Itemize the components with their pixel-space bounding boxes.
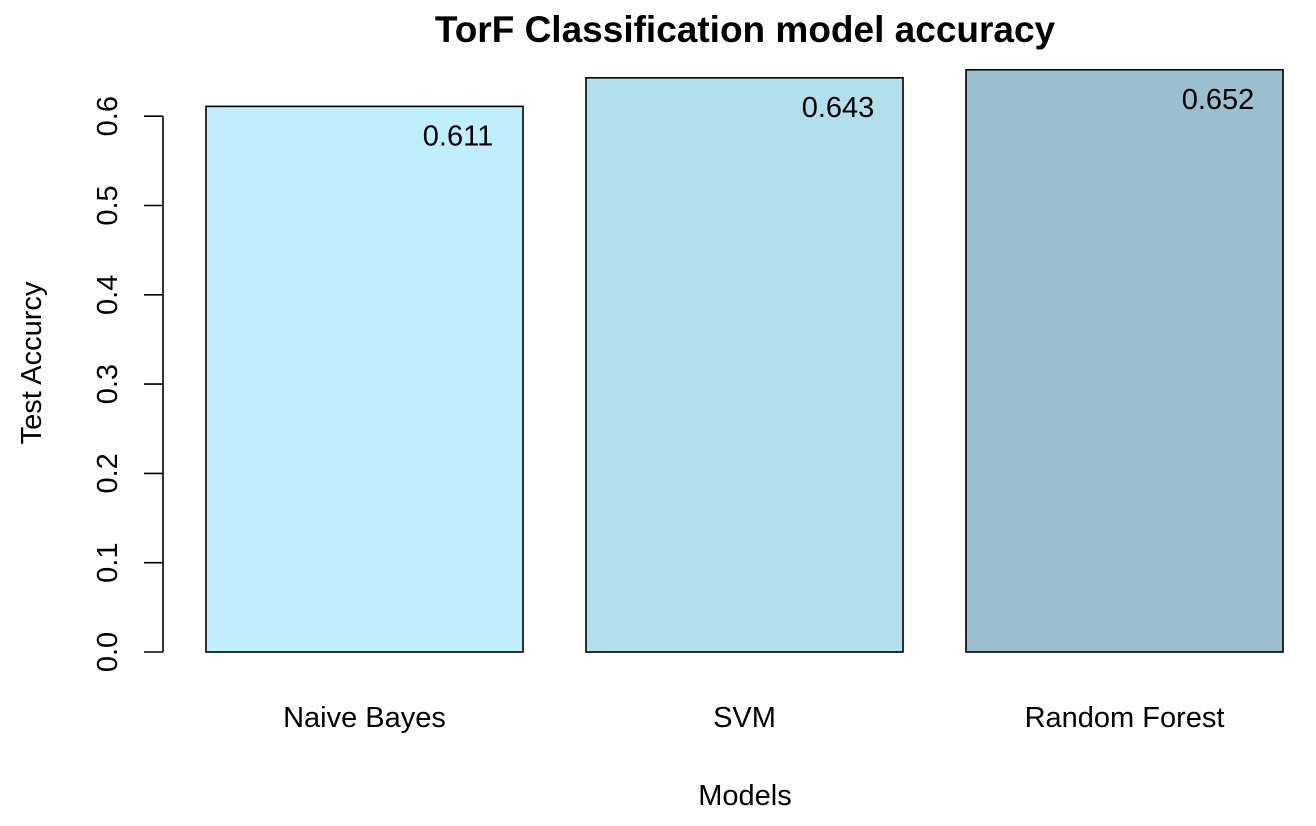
x-tick-label-svm: SVM bbox=[713, 702, 776, 734]
y-tick-label: 0.6 bbox=[92, 96, 124, 136]
y-tick-label: 0.0 bbox=[92, 632, 124, 672]
value-label-naive-bayes: 0.611 bbox=[423, 120, 493, 152]
value-label-random-forest: 0.652 bbox=[1182, 84, 1255, 116]
y-axis-title: Test Accurcy bbox=[16, 281, 48, 444]
x-tick-label-random-forest: Random Forest bbox=[1025, 702, 1225, 734]
y-tick-label: 0.5 bbox=[92, 185, 124, 225]
chart-title: TorF Classification model accuracy bbox=[435, 9, 1056, 50]
y-axis: 0.0 0.1 0.2 0.3 0.4 0.5 0.6 bbox=[92, 96, 164, 672]
x-axis-category-labels: Naive Bayes SVM Random Forest bbox=[283, 702, 1224, 734]
bar-random-forest bbox=[965, 68, 1284, 653]
value-label-svm: 0.643 bbox=[802, 92, 875, 124]
y-tick-label: 0.3 bbox=[92, 364, 124, 404]
x-tick-label-naive-bayes: Naive Bayes bbox=[283, 702, 446, 734]
y-tick-label: 0.4 bbox=[92, 275, 124, 315]
y-tick-label: 0.1 bbox=[92, 543, 124, 583]
value-labels-group: 0.611 0.643 0.652 bbox=[423, 84, 1255, 153]
y-tick-label: 0.2 bbox=[92, 453, 124, 493]
bar-svm bbox=[585, 77, 904, 653]
x-axis-title: Models bbox=[698, 780, 792, 812]
bar-naive-bayes bbox=[205, 105, 524, 653]
bars-group bbox=[205, 68, 1284, 653]
